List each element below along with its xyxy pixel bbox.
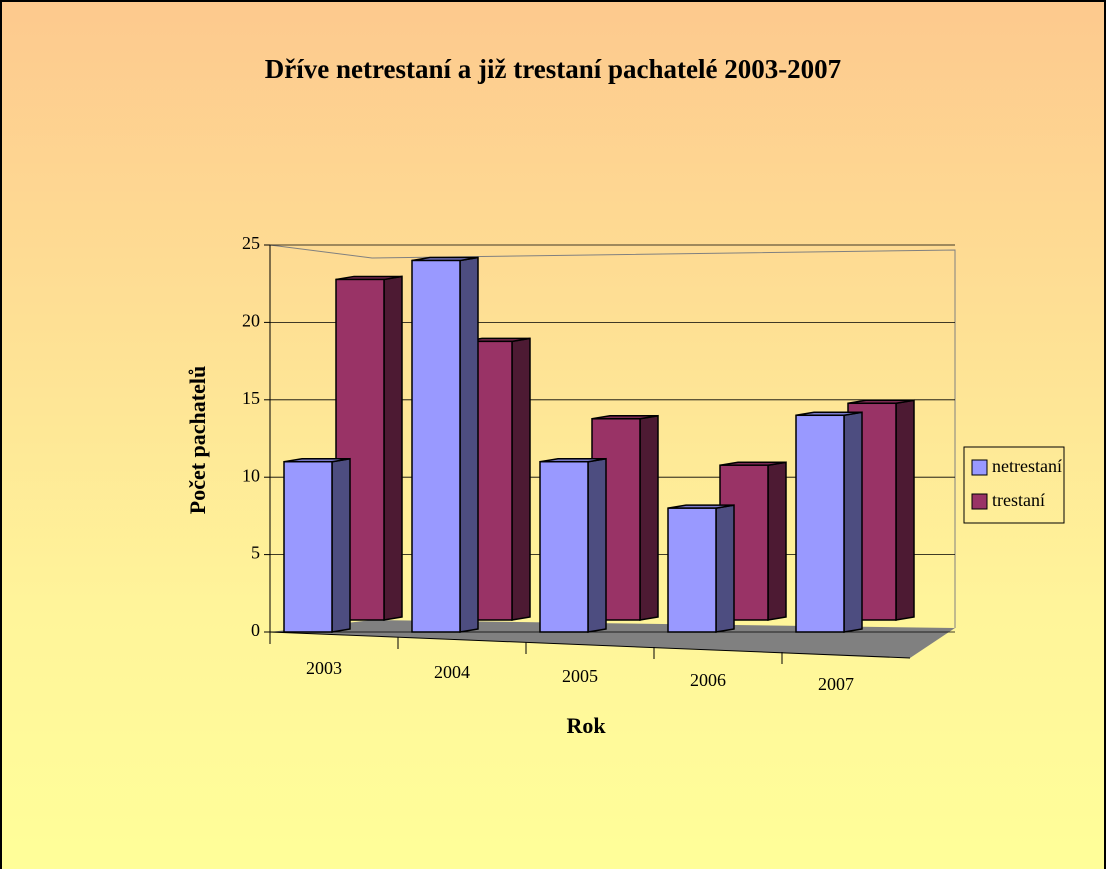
- bar-side: [459, 256, 479, 633]
- bar-side: [715, 504, 735, 633]
- bar-side: [383, 275, 403, 621]
- y-tick-label: 5: [251, 543, 260, 563]
- bar-side: [511, 337, 531, 621]
- bar-side: [639, 414, 659, 621]
- y-tick-label: 10: [242, 465, 260, 485]
- y-tick-label: 25: [242, 233, 260, 253]
- legend-label: netrestaní: [992, 456, 1062, 476]
- legend-label: trestaní: [992, 490, 1045, 510]
- legend: [963, 446, 1065, 524]
- back-wall: [269, 244, 956, 628]
- x-axis-title: Rok: [566, 713, 606, 738]
- x-tick-label: 2004: [434, 662, 470, 682]
- bar-side: [895, 399, 915, 621]
- legend-swatch: [971, 459, 988, 476]
- legend-swatch: [971, 493, 988, 510]
- bar-side: [587, 457, 607, 633]
- y-tick-label: 0: [251, 620, 260, 640]
- bar-side: [331, 457, 351, 633]
- y-tick-label: 20: [242, 311, 260, 331]
- bar: [283, 460, 333, 633]
- x-axis: [269, 631, 911, 659]
- x-tick-label: 2003: [306, 658, 342, 678]
- bar: [539, 460, 589, 633]
- x-tick-label: 2007: [818, 674, 854, 694]
- bar-side: [767, 461, 787, 621]
- x-tick-label: 2006: [690, 670, 726, 690]
- bar: [411, 259, 461, 633]
- bar: [667, 507, 717, 633]
- bar: [795, 414, 845, 633]
- y-axis-title: Počet pachatelů: [185, 366, 210, 514]
- x-tick-label: 2005: [562, 666, 598, 686]
- bar-side: [843, 411, 863, 633]
- chart-title: Dříve netrestaní a již trestaní pachatel…: [265, 54, 841, 84]
- y-tick-label: 15: [242, 388, 260, 408]
